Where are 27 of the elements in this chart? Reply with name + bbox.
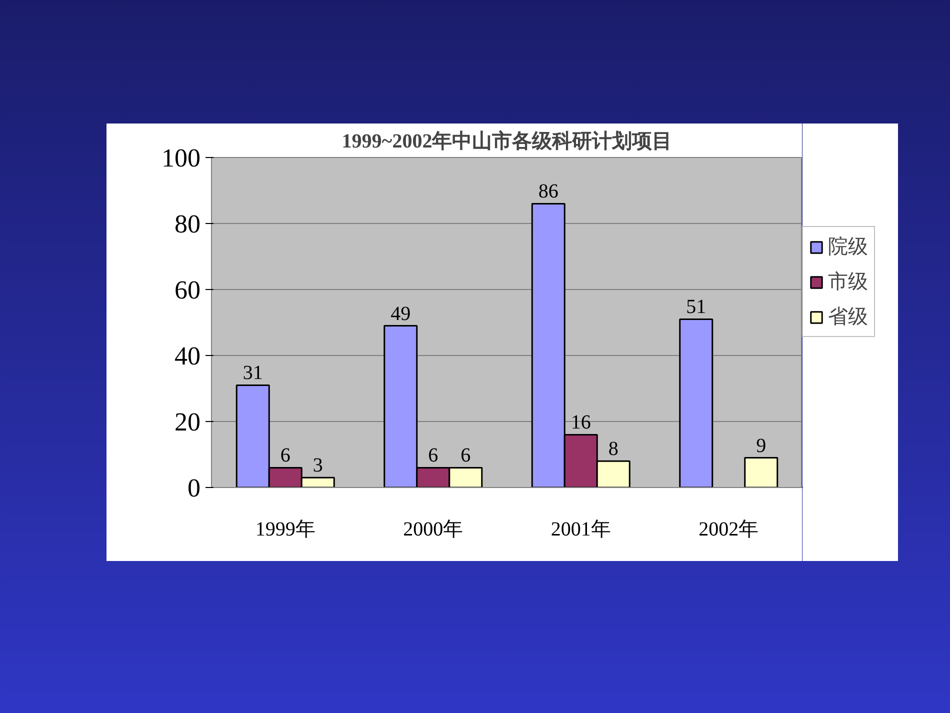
data-label: 86 [538, 180, 558, 203]
y-tick-label: 40 [174, 342, 200, 370]
chart-title: 1999~2002年中山市各级科研计划项目 [342, 130, 672, 152]
bar [679, 318, 714, 488]
data-label: 6 [460, 444, 471, 467]
data-label: 31 [242, 362, 263, 384]
x-tick-label: 2001年 [550, 518, 611, 540]
y-tick-label: 60 [174, 276, 200, 304]
data-label: 51 [686, 296, 706, 318]
legend-label: 院级 [828, 235, 868, 260]
bar [744, 457, 778, 488]
data-label: 16 [570, 412, 591, 434]
data-label: 8 [608, 438, 618, 460]
y-tick-label: 100 [162, 144, 200, 172]
data-label: 6 [428, 444, 438, 467]
y-tick-label: 0 [188, 474, 200, 502]
x-tick-label: 1999年 [255, 518, 316, 540]
x-tick-label: 2002年 [698, 518, 759, 540]
y-tick-label: 20 [174, 408, 200, 436]
legend-label: 市级 [828, 270, 868, 295]
data-label: 9 [756, 434, 766, 457]
data-label: 49 [390, 302, 411, 325]
legend-label: 省级 [828, 305, 868, 330]
data-label: 3 [312, 454, 323, 477]
x-tick-label: 2000年 [403, 518, 464, 540]
data-label: 6 [280, 444, 290, 467]
y-tick-label: 80 [174, 210, 200, 238]
